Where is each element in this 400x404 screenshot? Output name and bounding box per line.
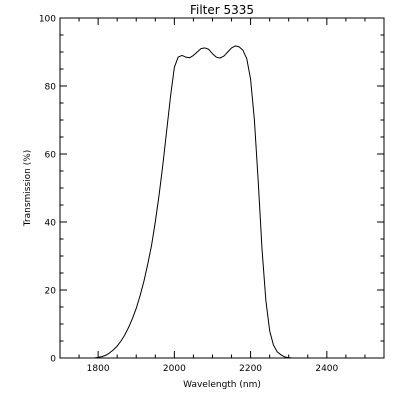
plot-area: 1800 2000 2200 2400 0 20 40 60 80 100 <box>39 15 385 374</box>
x-axis-label: Wavelength (nm) <box>183 380 261 390</box>
x-tick-label: 2000 <box>163 364 186 374</box>
transmission-curve <box>82 45 377 359</box>
y-tick-label: 100 <box>39 15 56 25</box>
y-tick-label: 40 <box>45 219 57 229</box>
y-tick-label: 80 <box>45 83 57 93</box>
y-tick-label: 0 <box>50 355 56 365</box>
x-tick-label: 2400 <box>315 364 338 374</box>
plot-frame <box>59 17 385 359</box>
chart-title: Filter 5335 <box>190 3 254 17</box>
x-tick-label: 2200 <box>239 364 262 374</box>
y-tick-label: 60 <box>45 151 57 161</box>
y-tick-label: 20 <box>45 287 57 297</box>
y-axis-label: Transmission (%) <box>23 150 33 228</box>
x-tick-label: 1800 <box>87 364 110 374</box>
